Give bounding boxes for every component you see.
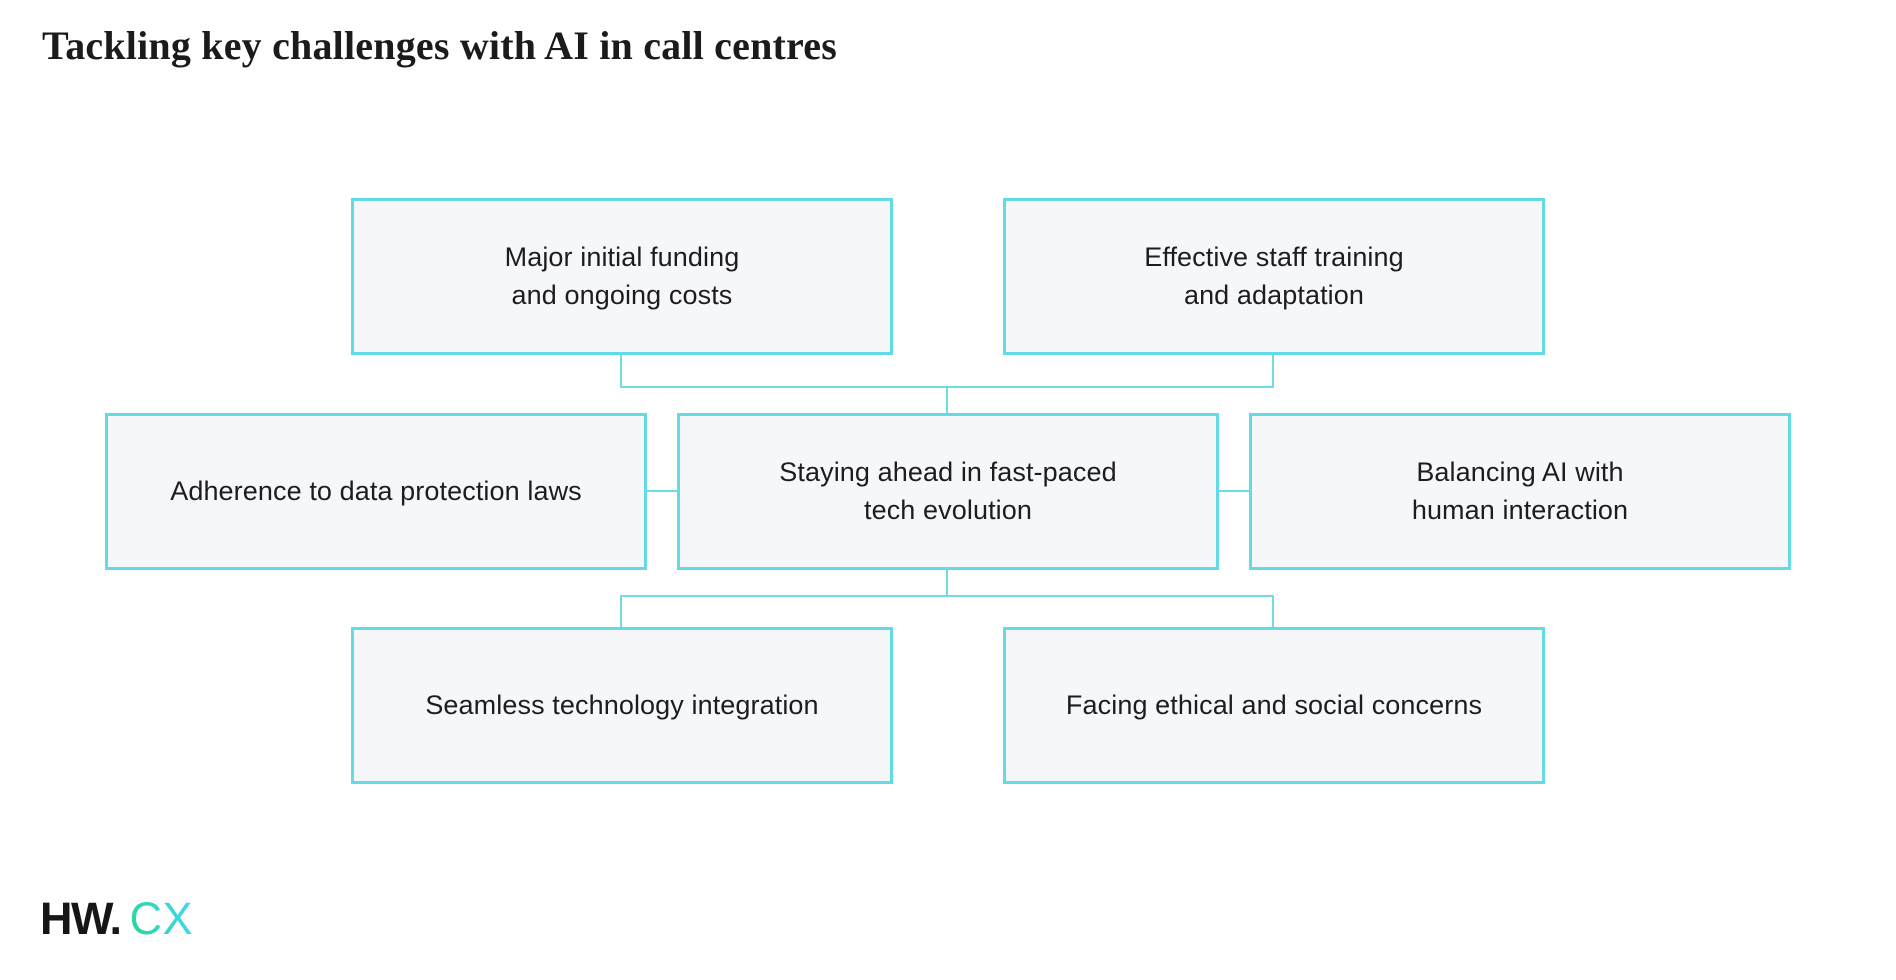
- node-fast-paced-tech-evolution: Staying ahead in fast-paced tech evoluti…: [677, 413, 1219, 570]
- node-balancing-ai-human: Balancing AI with human interaction: [1249, 413, 1791, 570]
- logo-cx-text: CX: [129, 893, 194, 944]
- connector-middle-right-horizontal: [1218, 490, 1250, 492]
- connector-top-right-vertical: [1272, 355, 1274, 388]
- connector-bottom-center-vertical: [946, 569, 948, 597]
- node-ethical-social-concerns: Facing ethical and social concerns: [1003, 627, 1545, 784]
- connector-bottom-left-vertical: [620, 595, 622, 628]
- logo-hw-text: HW.: [40, 893, 122, 944]
- connector-bottom-right-vertical: [1272, 595, 1274, 628]
- connector-bottom-horizontal: [620, 595, 1274, 597]
- node-label: Facing ethical and social concerns: [1065, 689, 1483, 720]
- connector-top-left-vertical: [620, 355, 622, 388]
- node-major-initial-funding: Major initial funding and ongoing costs: [351, 198, 893, 355]
- node-label: Major initial funding and ongoing costs: [504, 242, 740, 310]
- page-title: Tackling key challenges with AI in call …: [42, 23, 838, 68]
- node-label: Effective staff training and adaptation: [1144, 242, 1404, 310]
- node-label: Staying ahead in fast-paced tech evoluti…: [779, 457, 1117, 525]
- brand-logo: HW. CX: [40, 896, 193, 941]
- node-seamless-technology-integration: Seamless technology integration: [351, 627, 893, 784]
- node-label: Balancing AI with human interaction: [1411, 457, 1629, 525]
- connector-top-center-vertical: [946, 386, 948, 414]
- connector-middle-left-horizontal: [646, 490, 678, 492]
- node-effective-staff-training: Effective staff training and adaptation: [1003, 198, 1545, 355]
- node-label: Seamless technology integration: [425, 689, 819, 720]
- node-label: Adherence to data protection laws: [170, 475, 582, 506]
- node-data-protection-laws: Adherence to data protection laws: [105, 413, 647, 570]
